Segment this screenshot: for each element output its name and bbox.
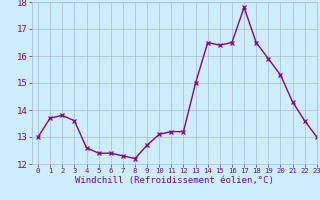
X-axis label: Windchill (Refroidissement éolien,°C): Windchill (Refroidissement éolien,°C) <box>75 176 274 185</box>
